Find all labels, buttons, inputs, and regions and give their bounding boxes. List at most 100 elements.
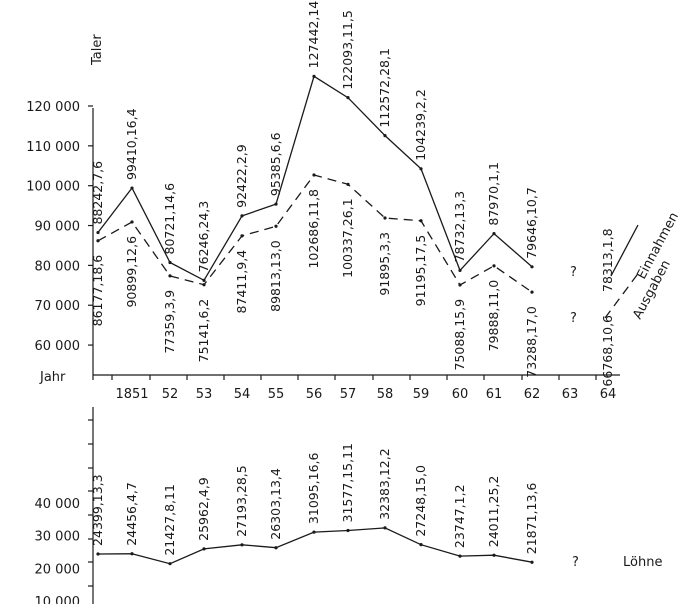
x-tick-label: 55: [268, 387, 285, 402]
x-axis-label: Jahr: [39, 370, 66, 385]
data-label-ausgaben: 90899,12,6: [124, 236, 139, 308]
x-tick-label: 64: [600, 387, 617, 402]
point-einnahmen: [168, 261, 171, 264]
data-label-ausgaben: 73288,17,0: [524, 306, 539, 378]
point-einnahmen: [492, 232, 495, 235]
y-tick-label: 60 000: [35, 339, 81, 354]
point-ausgaben: [130, 220, 133, 223]
point-einnahmen: [240, 214, 243, 217]
point-loehne: [312, 530, 315, 533]
data-label-loehne: 26303,13,4: [268, 468, 283, 540]
data-label-einnahmen: 78313,1,8: [600, 228, 615, 292]
point-ausgaben: [240, 234, 243, 237]
missing-marker-einnahmen-63: ?: [570, 265, 577, 280]
data-label-loehne: 27193,28,5: [234, 465, 249, 537]
data-label-einnahmen: 87970,1,1: [486, 162, 501, 226]
x-tick-label: 58: [377, 387, 394, 402]
point-loehne: [240, 543, 243, 546]
data-label-einnahmen: 104239,2,2: [413, 89, 428, 161]
point-ausgaben: [168, 274, 171, 277]
data-label-ausgaben: 91195,17,5: [413, 235, 428, 307]
point-einnahmen: [419, 167, 422, 170]
point-loehne: [383, 526, 386, 529]
y-tick-label: 90 000: [35, 220, 81, 235]
data-label-ausgaben: 100337,26,1: [340, 198, 355, 278]
data-label-loehne: 31095,16,6: [306, 452, 321, 524]
point-einnahmen: [346, 96, 349, 99]
point-ausgaben: [458, 283, 461, 286]
x-tick-label: 52: [162, 387, 179, 402]
missing-marker-loehne-63: ?: [572, 555, 579, 570]
x-tick-label: 60: [452, 387, 469, 402]
point-ausgaben: [530, 291, 533, 294]
data-label-loehne: 21871,13,6: [524, 483, 539, 555]
point-einnahmen: [202, 279, 205, 282]
data-label-einnahmen: 99410,16,4: [124, 108, 139, 180]
data-label-ausgaben: 66768,10,6: [600, 315, 615, 387]
data-label-loehne: 24399,13,3: [90, 474, 105, 546]
y-tick-label: 80 000: [35, 259, 81, 274]
data-label-ausgaben: 86177,18,6: [90, 255, 105, 327]
point-ausgaben: [274, 225, 277, 228]
point-einnahmen: [130, 186, 133, 189]
point-ausgaben: [202, 283, 205, 286]
point-loehne: [346, 529, 349, 532]
data-label-ausgaben: 91895,3,3: [377, 232, 392, 296]
data-label-ausgaben: 77359,3,9: [162, 290, 177, 354]
data-label-einnahmen: 112572,28,1: [377, 48, 392, 128]
point-ausgaben: [312, 173, 315, 176]
x-tick-label: 1851: [115, 387, 148, 402]
data-label-loehne: 21427,8,11: [162, 484, 177, 556]
point-ausgaben: [346, 183, 349, 186]
data-label-loehne: 25962,4,9: [196, 477, 211, 541]
data-label-einnahmen: 76246,24,3: [196, 201, 211, 273]
data-label-einnahmen: 78732,13,3: [452, 191, 467, 263]
point-loehne: [202, 547, 205, 550]
point-loehne: [168, 562, 171, 565]
x-tick-label: 56: [306, 387, 323, 402]
point-einnahmen: [530, 265, 533, 268]
point-einnahmen: [458, 269, 461, 272]
missing-marker-ausgaben-63: ?: [570, 311, 577, 326]
y-tick-label: 100 000: [26, 180, 80, 195]
data-label-ausgaben: 87411,9,4: [234, 250, 249, 314]
data-label-loehne: 23747,1,2: [452, 484, 467, 548]
data-label-einnahmen: 92422,2,9: [234, 144, 249, 208]
y-tick-label: 70 000: [35, 299, 81, 314]
y-axis-label: Taler: [90, 34, 105, 66]
x-tick-label: 54: [234, 387, 251, 402]
data-label-loehne: 24011,25,2: [486, 476, 501, 548]
data-label-einnahmen: 127442,14,4: [306, 0, 321, 68]
point-loehne: [458, 554, 461, 557]
point-loehne: [274, 546, 277, 549]
x-tick-label: 62: [524, 387, 541, 402]
x-tick-label: 61: [486, 387, 503, 402]
point-loehne: [492, 554, 495, 557]
point-ausgaben: [96, 239, 99, 242]
point-einnahmen: [312, 75, 315, 78]
data-label-loehne: 24456,4,7: [124, 482, 139, 546]
point-loehne: [419, 543, 422, 546]
data-label-loehne: 32383,12,2: [377, 448, 392, 520]
data-label-ausgaben: 75088,15,9: [452, 299, 467, 371]
data-label-einnahmen: 122093,11,5: [340, 10, 355, 90]
data-label-ausgaben: 75141,6,2: [196, 299, 211, 363]
y-tick-label: 20 000: [35, 562, 81, 577]
data-label-loehne: 27248,15,0: [413, 465, 428, 537]
point-ausgaben: [419, 219, 422, 222]
data-label-einnahmen: 80721,14,6: [162, 183, 177, 255]
x-tick-label: 57: [340, 387, 357, 402]
data-label-loehne: 31577,15,11: [340, 443, 355, 523]
data-label-einnahmen: 95385,6,6: [268, 132, 283, 196]
point-einnahmen: [96, 231, 99, 234]
point-loehne: [530, 561, 533, 564]
x-tick-label: 53: [196, 387, 213, 402]
point-ausgaben: [383, 216, 386, 219]
y-tick-label: 40 000: [35, 497, 81, 512]
legend-line-einnahmen: [611, 225, 638, 276]
y-tick-label: 120 000: [26, 100, 80, 115]
y-tick-label: 110 000: [26, 140, 80, 155]
x-tick-label: 59: [413, 387, 430, 402]
point-loehne: [96, 552, 99, 555]
